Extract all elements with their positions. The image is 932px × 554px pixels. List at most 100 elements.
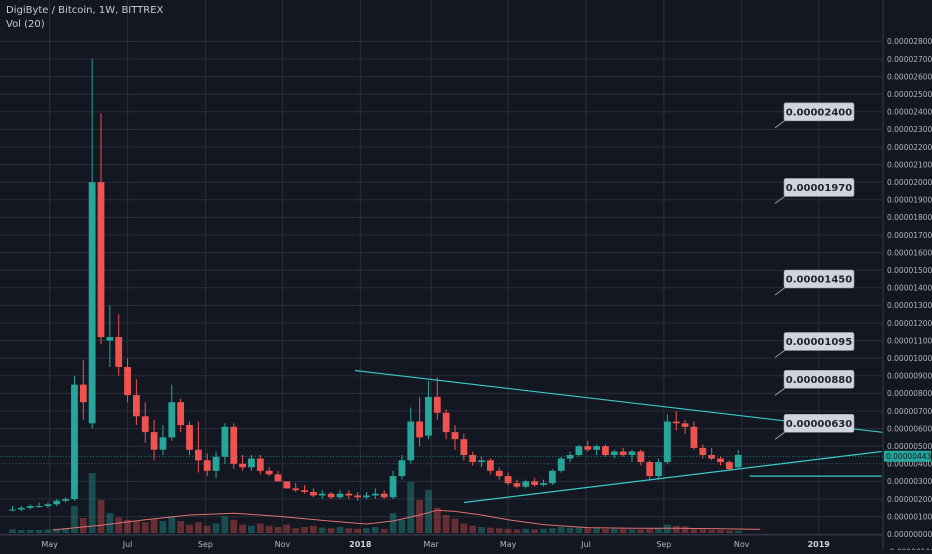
- volume-bar: [504, 528, 512, 533]
- time-axis[interactable]: May Jul Sep Nov 2018 Mar May Jul Sep Nov 2019: [0, 534, 883, 549]
- volume-bar: [734, 530, 742, 533]
- volume-bar: [628, 529, 636, 533]
- candle: [88, 59, 96, 429]
- volume-bar: [283, 524, 291, 533]
- callout-box: [783, 102, 855, 122]
- candle-body: [540, 483, 547, 485]
- price-tick-label: 0.00002100: [887, 160, 932, 169]
- volume-bar: [106, 513, 114, 533]
- callout-box: [783, 332, 855, 351]
- candle-body: [159, 437, 167, 450]
- candle: [487, 458, 494, 475]
- volume-bar: [133, 521, 140, 533]
- candle-body: [548, 470, 556, 484]
- candle-body: [221, 426, 229, 457]
- candle: [451, 425, 459, 450]
- candle: [610, 449, 618, 459]
- candle: [416, 396, 423, 447]
- callout-label: 0.00001450: [786, 275, 852, 286]
- candle: [504, 472, 512, 485]
- candle: [186, 421, 193, 455]
- candle-body: [62, 499, 69, 501]
- candle: [292, 483, 300, 492]
- volume-bar: [664, 524, 671, 533]
- price-tick-label: 0.00001600: [887, 248, 932, 257]
- price-tick-label: 0.00001900: [887, 196, 932, 205]
- volume-bar: [336, 527, 344, 533]
- volume-bar: [318, 527, 326, 533]
- candle-body: [88, 182, 96, 424]
- candle: [672, 411, 680, 431]
- volume-bar: [646, 528, 654, 533]
- candle: [177, 398, 185, 433]
- candle: [708, 447, 716, 461]
- candle: [141, 402, 149, 443]
- candle: [106, 305, 114, 367]
- price-tick-label: 0.00001100: [887, 336, 932, 345]
- volume-bar: [540, 528, 547, 533]
- candle-body: [274, 474, 282, 482]
- candle-body: [469, 455, 477, 463]
- volume-bar: [212, 523, 220, 533]
- candle-body: [336, 493, 344, 498]
- price-tick-label: 0.00002200: [887, 143, 932, 152]
- volume-bar: [371, 527, 379, 533]
- volume-moving-average: [52, 509, 761, 531]
- time-tick-label: Sep: [656, 540, 671, 549]
- candle-body: [283, 481, 291, 489]
- candle: [725, 460, 733, 471]
- candle-body: [672, 421, 680, 424]
- candle: [425, 381, 432, 440]
- candle-body: [239, 463, 246, 468]
- candle-body: [26, 506, 34, 508]
- candle: [336, 490, 344, 499]
- candle-body: [628, 451, 636, 455]
- candle-body: [256, 458, 264, 471]
- candle-body: [531, 481, 539, 485]
- time-tick-label: Nov: [275, 540, 291, 549]
- candle: [513, 479, 521, 489]
- price-tick-label: 0.00001500: [887, 266, 932, 275]
- candle-body: [425, 396, 432, 436]
- time-tick-label: May: [500, 540, 517, 549]
- candle: [681, 419, 689, 434]
- target-callout: 0.00000880: [774, 370, 855, 396]
- candle-body: [575, 446, 583, 455]
- candle: [628, 449, 636, 463]
- time-tick-label: Jul: [580, 540, 591, 549]
- volume-bar: [725, 530, 733, 533]
- callout-box: [783, 370, 855, 389]
- candle-body: [230, 426, 238, 464]
- target-callouts: 0.00002400 0.00001970 0.00001450 0.00001095…: [774, 102, 855, 440]
- volume-bar: [310, 525, 317, 533]
- candle: [230, 423, 238, 470]
- candle-body: [150, 432, 158, 450]
- candle-body: [177, 402, 185, 426]
- price-tick-label: 0.00001800: [887, 213, 932, 222]
- callout-label: 0.00002400: [786, 107, 852, 118]
- candle-body: [194, 449, 202, 461]
- volume-bar: [327, 528, 335, 533]
- candle-body: [212, 456, 220, 471]
- candle: [124, 358, 131, 403]
- candle-body: [141, 416, 149, 433]
- candle-body: [354, 495, 362, 498]
- candle-body: [602, 446, 609, 455]
- candle: [256, 455, 264, 475]
- candle: [44, 502, 52, 508]
- candle-body: [460, 439, 468, 455]
- volume-bar: [469, 525, 477, 533]
- candle-body: [301, 490, 308, 492]
- candle: [655, 458, 662, 480]
- candle: [566, 451, 574, 463]
- volume-bar: [363, 528, 370, 533]
- candle-body: [442, 412, 450, 433]
- price-axis[interactable]: 0.00002800 0.00002700 0.00002600 0.00002500…: [882, 0, 932, 554]
- price-tick-label: 0.00001200: [887, 319, 932, 328]
- candle-body: [97, 182, 105, 338]
- volume-bar: [416, 500, 423, 533]
- volume-bar: [575, 526, 583, 533]
- candle-body: [610, 451, 618, 455]
- volume-bar: [522, 528, 530, 533]
